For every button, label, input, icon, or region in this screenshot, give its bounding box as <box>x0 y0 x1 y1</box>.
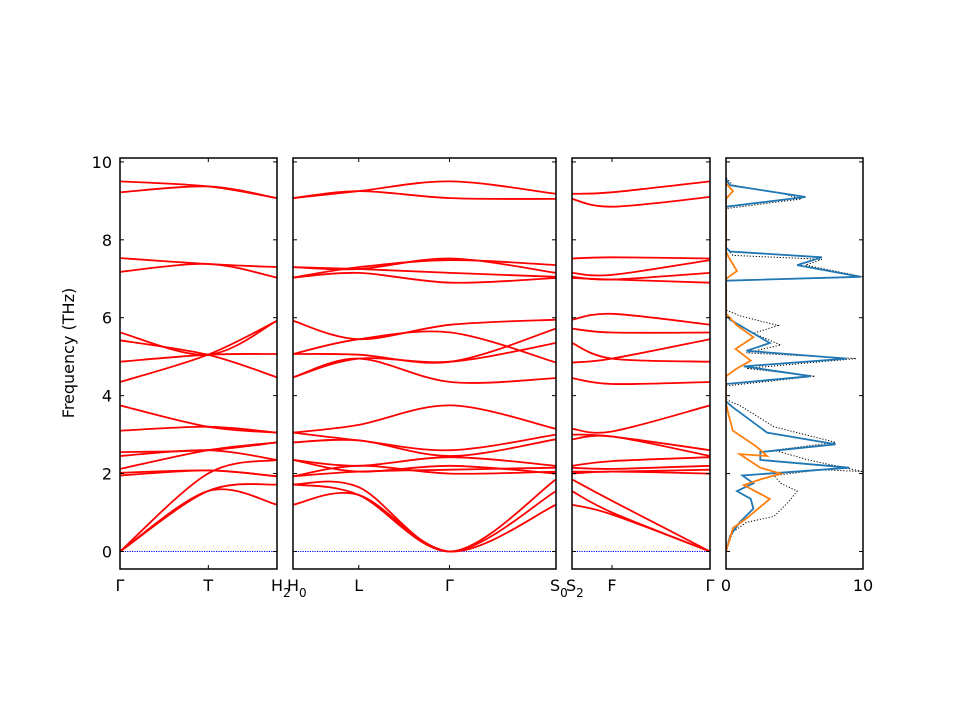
band-line-14 <box>120 469 277 478</box>
band-line-19 <box>293 483 556 553</box>
x-tick-subscript: 2 <box>576 586 584 600</box>
y-axis-label: Frequency (THz) <box>59 288 78 418</box>
dos-panel: 0 10 <box>721 157 873 595</box>
band-line-3 <box>293 259 556 279</box>
band-line-7 <box>572 327 710 334</box>
x-tick-label: Γ <box>445 576 454 595</box>
band-line-8 <box>293 327 556 364</box>
band-line-4 <box>293 266 556 278</box>
x-tick-label: L <box>354 576 363 595</box>
x-tick-label: S2 <box>566 576 584 600</box>
band-line-17 <box>572 470 710 475</box>
y-tick-label: 8 <box>102 231 112 250</box>
band-line-4 <box>120 319 277 356</box>
band-line-0 <box>293 180 556 199</box>
band-line-9 <box>120 425 277 434</box>
band-panel-2: H0 L Γ S0 <box>287 157 568 600</box>
band-line-7 <box>120 319 277 383</box>
band-panel-3: S2 F Γ <box>566 157 715 600</box>
plot-area <box>120 180 277 553</box>
y-tick-label: 2 <box>102 465 112 484</box>
y-tick-label: 0 <box>102 542 112 561</box>
band-line-17 <box>120 488 277 553</box>
band-line-14 <box>572 456 710 467</box>
band-line-0 <box>572 180 710 195</box>
band-line-5 <box>293 271 556 284</box>
band-line-17 <box>293 464 556 478</box>
band-line-1 <box>120 185 277 199</box>
band-line-2 <box>120 257 277 268</box>
band-line-12 <box>120 441 277 470</box>
x-tick-label: 0 <box>721 576 731 595</box>
y-tick-label: 10 <box>92 153 112 172</box>
dos-series-0 <box>726 177 863 552</box>
x-tick-subscript: 0 <box>299 586 307 600</box>
panel-frame <box>571 157 711 570</box>
band-line-11 <box>572 404 710 434</box>
band-line-10 <box>293 357 556 384</box>
band-line-3 <box>120 263 277 279</box>
band-line-20 <box>293 491 556 553</box>
x-tick-label: Γ <box>116 576 125 595</box>
band-line-15 <box>293 459 556 475</box>
x-tick-label: Γ <box>706 576 715 595</box>
band-line-7 <box>293 330 556 364</box>
band-line-10 <box>572 377 710 385</box>
x-tick-label: F <box>607 576 616 595</box>
band-line-18 <box>572 478 710 553</box>
band-line-1 <box>293 190 556 200</box>
x-tick-label: T <box>202 576 213 595</box>
band-line-11 <box>293 404 556 434</box>
dos-series-1 <box>726 178 861 552</box>
x-tick-label: 10 <box>853 576 873 595</box>
band-line-1 <box>572 196 710 208</box>
y-tick-label: 6 <box>102 309 112 328</box>
band-line-2 <box>572 256 710 260</box>
band-line-6 <box>572 312 710 326</box>
band-line-19 <box>572 490 710 553</box>
dos-series-2 <box>726 182 785 552</box>
y-tick-label: 4 <box>102 387 112 406</box>
band-line-6 <box>293 318 556 341</box>
band-line-18 <box>293 478 556 553</box>
band-line-9 <box>572 338 710 364</box>
plot-area <box>293 180 556 553</box>
band-line-9 <box>293 342 556 379</box>
panel-frame <box>292 157 557 570</box>
band-line-16 <box>120 459 277 553</box>
band-line-5 <box>572 277 710 284</box>
band-line-12 <box>293 431 556 452</box>
plot-area <box>572 180 710 553</box>
band-line-3 <box>572 259 710 277</box>
band-line-14 <box>293 456 556 467</box>
panel-frame <box>725 157 864 570</box>
band-line-13 <box>572 434 710 457</box>
x-tick-subscript: 0 <box>560 586 568 600</box>
plot-area <box>726 177 863 552</box>
panel-frame <box>119 157 278 570</box>
x-tick-subscript: 2 <box>283 586 291 600</box>
band-line-15 <box>572 464 710 470</box>
band-line-20 <box>572 503 710 553</box>
band-line-13 <box>293 438 556 457</box>
